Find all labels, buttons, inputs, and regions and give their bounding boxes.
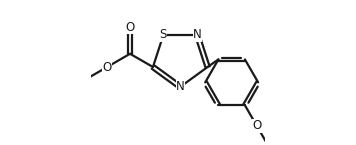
Text: O: O bbox=[125, 21, 135, 34]
Text: N: N bbox=[193, 28, 201, 41]
Text: O: O bbox=[252, 119, 261, 132]
Text: S: S bbox=[160, 28, 167, 41]
Text: O: O bbox=[103, 60, 112, 74]
Text: N: N bbox=[176, 80, 185, 93]
